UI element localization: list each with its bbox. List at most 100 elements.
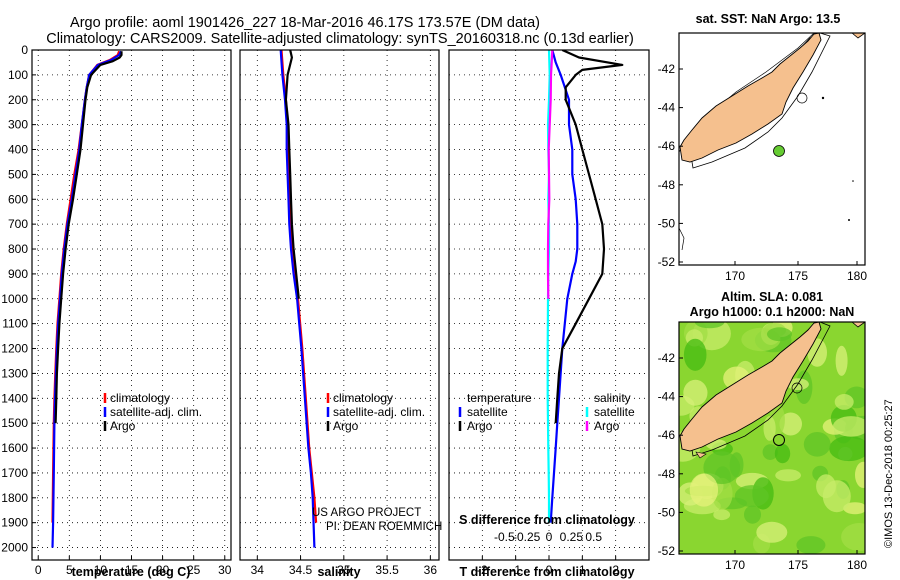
- t-xtick-label-3: 15: [125, 563, 139, 577]
- sst-map-lat-label-2: -46: [658, 139, 676, 153]
- s-xtick-label-2: 0: [546, 530, 553, 544]
- d-legend-salinity-title: salinity: [594, 391, 631, 405]
- ytick-label-4: 400: [8, 143, 28, 157]
- sla-blob-57: [803, 432, 831, 457]
- sst-map: sat. SST: NaN Argo: 13.5 170 175 180 -42 -44…: [658, 12, 868, 283]
- salinity-frame: [239, 49, 440, 561]
- s-xtick-label-4: 36: [424, 563, 438, 577]
- ytick-label-10: 1000: [1, 292, 28, 306]
- sla-map-axes: 170 175 180 -42 -44 -46 -48 -50 -52: [658, 351, 868, 572]
- ytick-label-17: 1700: [1, 466, 28, 480]
- difference-x-axis: -2 -1 0 1 2: [477, 556, 619, 577]
- temperature-lines: [51, 50, 123, 548]
- land-north-island-tip-2: [851, 322, 865, 328]
- salinity-plot: 34 34.5 35 35.5 36 salinity climatologysatel…: [239, 49, 442, 579]
- sst-map-lat-label-0: -42: [658, 62, 676, 76]
- s-series-satellite-adj-clim-: [279, 50, 316, 548]
- sla-map-lat-label-0: -42: [658, 351, 676, 365]
- d-legend-temperature-title: temperature: [467, 391, 532, 405]
- sst-map-lon-label-0: 170: [725, 269, 745, 283]
- ytick-label-18: 1800: [1, 491, 28, 505]
- sla-blob-62: [767, 327, 792, 342]
- temperature-grid: [32, 49, 231, 560]
- sla-map: Altim. SLA: 0.081 Argo h1000: 0.1 h2000:…: [658, 290, 868, 572]
- sst-map-contour-3: [679, 227, 685, 251]
- d-series-s-argo: [546, 50, 554, 299]
- s-xtick-label-3: 0.25: [560, 530, 584, 544]
- d-legend-s-label-0: satellite: [594, 405, 635, 419]
- sla-blob-31: [779, 412, 802, 436]
- sla-blob-22: [713, 509, 731, 521]
- salinity-grid: [240, 49, 439, 560]
- land-north-island-tip: [851, 33, 865, 39]
- sla-map-lat-label-2: -46: [658, 428, 676, 442]
- difference-legend: temperature salinitysatelliteArgosatellit…: [458, 391, 635, 433]
- s-xtick-label-0: 34: [251, 563, 265, 577]
- t-xtick-label-2: 10: [94, 563, 108, 577]
- d-series-t-satellite: [549, 50, 579, 523]
- sla-map-lon-label-1: 175: [788, 558, 808, 572]
- s-difference-axis: -0.5-0.25 0 0.25 0.5: [494, 530, 602, 544]
- sla-map-title-line1: Altim. SLA: 0.081: [721, 290, 823, 304]
- sla-blob-59: [832, 416, 865, 437]
- ytick-label-16: 1600: [1, 441, 28, 455]
- ytick-label-13: 1300: [1, 366, 28, 380]
- s-legend-label-2: Argo: [333, 419, 359, 433]
- sla-blob-0: [762, 444, 778, 460]
- d-xtick-label-1: -1: [510, 563, 521, 577]
- sla-blob-66: [683, 379, 708, 406]
- sst-map-lon-label-1: 175: [788, 269, 808, 283]
- float-location-marker-2: [773, 434, 785, 446]
- figure-title-line2: Climatology: CARS2009. Satellite-adjuste…: [46, 31, 634, 47]
- sla-map-lon-label-2: 180: [847, 558, 867, 572]
- temperature-x-axis: 0 5 10 15 20 25 30: [35, 556, 232, 577]
- sla-map-lat-label-5: -52: [658, 544, 676, 558]
- sst-map-axes: 170 175 180 -42 -44 -46 -48 -50 -52: [658, 62, 868, 283]
- sla-blob-56: [774, 443, 791, 464]
- island-dot-2: [848, 219, 850, 221]
- ytick-label-5: 500: [8, 167, 28, 181]
- s-difference-label: S difference from climatology: [459, 513, 635, 527]
- sla-blob-52: [689, 473, 719, 507]
- d-series-t-argo: [554, 50, 624, 424]
- d-xtick-label-0: -2: [477, 563, 488, 577]
- sla-blob-67: [835, 345, 848, 376]
- ytick-label-15: 1500: [1, 416, 28, 430]
- s-series-argo: [284, 50, 300, 299]
- difference-lines: [546, 50, 624, 523]
- sla-map-frame: [678, 321, 866, 555]
- t-series-argo: [54, 51, 123, 424]
- sla-blob-60: [834, 394, 854, 410]
- ytick-label-2: 200: [8, 93, 28, 107]
- d-legend-t-label-1: Argo: [467, 419, 493, 433]
- ytick-label-9: 900: [8, 267, 28, 281]
- sla-map-lon-label-0: 170: [725, 558, 745, 572]
- d-legend-s-label-1: Argo: [594, 419, 620, 433]
- ytick-label-1: 100: [8, 68, 28, 82]
- island-dot: [821, 96, 825, 100]
- sst-map-lat-label-3: -48: [658, 178, 676, 192]
- land-new-zealand: [679, 33, 822, 163]
- project-annotation-line2: PI: DEAN ROEMMICH: [326, 521, 442, 533]
- ytick-label-11: 1100: [2, 317, 28, 331]
- ytick-label-19: 1900: [1, 516, 28, 530]
- sla-blob-58: [683, 338, 707, 371]
- salinity-lines: [279, 50, 318, 548]
- ytick-label-0: 0: [21, 43, 28, 57]
- sla-blob-33: [756, 521, 788, 543]
- sla-blob-39: [855, 461, 865, 488]
- s-xtick-label-1: -0.25: [513, 530, 541, 544]
- t-legend-label-0: climatology: [110, 391, 170, 405]
- land-new-zealand-2: [679, 322, 822, 452]
- sst-map-title: sat. SST: NaN Argo: 13.5: [696, 12, 841, 26]
- ytick-label-7: 700: [8, 217, 28, 231]
- sla-blob-44: [838, 446, 853, 461]
- sla-blob-69: [729, 452, 744, 478]
- d-xtick-label-2: 0: [546, 563, 553, 577]
- t-xtick-label-5: 25: [187, 563, 201, 577]
- t-xtick-label-4: 20: [156, 563, 170, 577]
- ytick-label-6: 600: [8, 192, 28, 206]
- sla-map-title-line2: Argo h1000: 0.1 h2000: NaN: [690, 305, 855, 319]
- t-xtick-label-0: 0: [35, 563, 42, 577]
